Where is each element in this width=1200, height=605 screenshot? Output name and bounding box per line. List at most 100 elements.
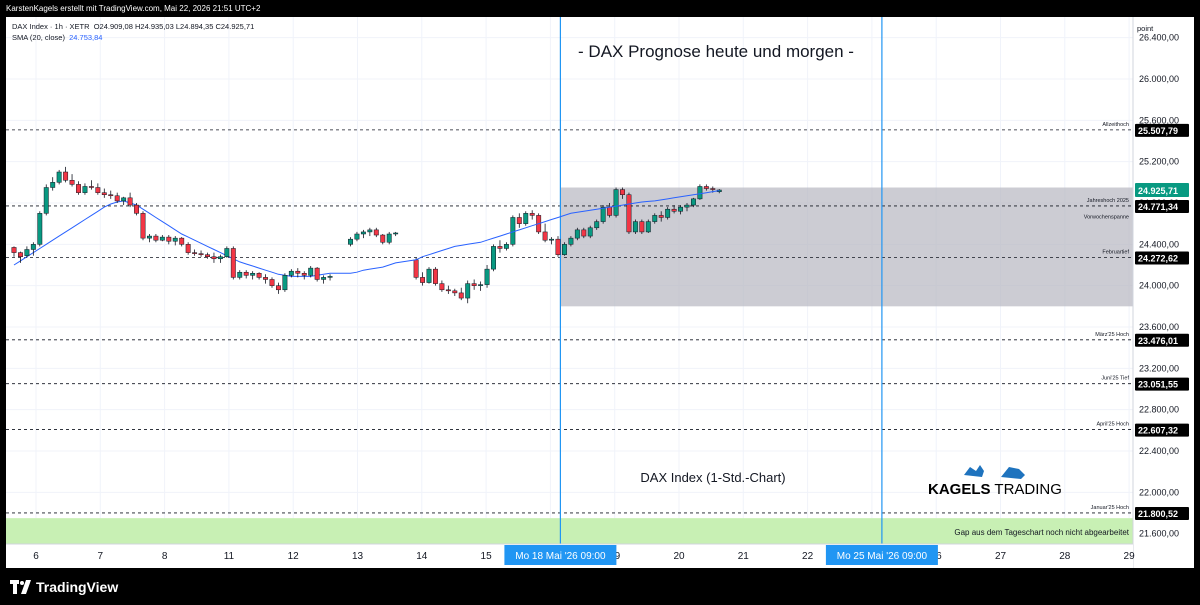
y-tick-label: 25.200,00 — [1139, 157, 1179, 167]
candle-body — [665, 208, 671, 218]
candle-body — [282, 275, 288, 291]
level-price-tag — [1135, 506, 1189, 520]
candle-body — [224, 248, 230, 257]
candle-body — [452, 290, 458, 294]
chart-title: - DAX Prognose heute und morgen - — [578, 42, 854, 61]
x-tick-label: 22 — [802, 551, 814, 562]
candle-body — [710, 188, 716, 190]
candle-body — [386, 233, 392, 243]
candle-body — [574, 229, 580, 239]
candle-body — [691, 198, 696, 206]
x-tick-label: 28 — [1059, 551, 1071, 562]
candle-body — [30, 244, 36, 250]
candle-body — [581, 229, 587, 237]
candle-body — [458, 292, 464, 299]
level-price-tag — [1135, 377, 1189, 391]
y-tick-label: 23.200,00 — [1139, 363, 1179, 373]
level-price-tag-text: 24.771,34 — [1138, 202, 1178, 212]
y-tick-label: 26.000,00 — [1139, 74, 1179, 84]
level-name: April'25 Hoch — [1096, 422, 1129, 428]
candle-body — [555, 238, 561, 255]
candle-body — [549, 238, 554, 241]
gap-zone-label: Gap aus dem Tageschart noch nicht abgear… — [954, 528, 1129, 537]
candle-body — [433, 268, 438, 284]
current-price-tag-text: 24.925,71 — [1138, 186, 1178, 196]
candle-body — [76, 184, 81, 193]
date-highlight-text: Mo 18 Mai '26 09:00 — [515, 551, 606, 562]
y-tick-label: 22.800,00 — [1139, 405, 1179, 415]
x-tick-label: 20 — [673, 551, 685, 562]
candle-body — [360, 231, 366, 235]
candle-body — [639, 221, 645, 233]
candle-body — [321, 277, 327, 280]
candle-body — [295, 270, 301, 274]
y-tick-label: 24.000,00 — [1139, 281, 1179, 291]
candle-body — [354, 233, 360, 240]
candle-body — [594, 221, 600, 229]
legend-sma-value: 24.753,84 — [69, 33, 103, 42]
credit-bar: KarstenKagels erstellt mit TradingView.c… — [0, 0, 1200, 17]
y-tick-label: 21.600,00 — [1139, 529, 1179, 539]
candle-body — [198, 253, 204, 255]
candle-body — [147, 235, 152, 239]
x-tick-label: 11 — [224, 551, 235, 562]
candle-body — [121, 197, 127, 202]
candle-body — [367, 229, 373, 233]
y-tick-label: 25.600,00 — [1139, 115, 1179, 125]
level-name: Jahreshoch 2025 — [1087, 198, 1129, 204]
candle-body — [185, 244, 191, 253]
candle-body — [478, 284, 484, 286]
candle-body — [69, 180, 75, 185]
sma-line — [13, 200, 331, 277]
x-tick-label: 13 — [352, 551, 364, 562]
level-price-tag — [1135, 123, 1189, 137]
candle-body — [516, 217, 522, 224]
y-tick-label: 22.000,00 — [1139, 487, 1179, 497]
price-chart[interactable]: Gap aus dem Tageschart noch nicht abgear… — [6, 17, 1194, 568]
candle-body — [658, 215, 664, 218]
x-tick-label: 14 — [416, 551, 428, 562]
y-tick-label: 22.400,00 — [1139, 446, 1179, 456]
candle-body — [179, 237, 185, 245]
candle-body — [237, 271, 243, 278]
candle-body — [43, 187, 49, 214]
candle-body — [523, 213, 529, 224]
bull-icon — [964, 465, 984, 477]
candle-body — [211, 256, 217, 260]
candle-body — [56, 171, 62, 183]
candle-body — [11, 247, 17, 253]
candle-body — [127, 197, 133, 206]
legend-ohlc: O24.909,08 H24.935,03 L24.894,35 C24.925… — [93, 22, 255, 31]
candle-body — [465, 283, 471, 299]
level-price-tag-text: 22.607,32 — [1138, 426, 1178, 436]
candle-body — [703, 186, 709, 189]
current-price-tag — [1135, 183, 1189, 198]
candle-body — [471, 283, 477, 286]
candle-body — [114, 195, 120, 202]
x-tick-label: 27 — [995, 551, 1007, 562]
y-axis-label: point — [1137, 24, 1154, 33]
candle-body — [497, 246, 503, 249]
candle-body — [697, 186, 703, 200]
candle-body — [327, 276, 333, 278]
candle-body — [393, 232, 399, 235]
level-price-tag-text: 23.051,55 — [1138, 380, 1178, 390]
x-tick-label: 6 — [33, 551, 39, 562]
y-tick-label: 24.400,00 — [1139, 239, 1179, 249]
candle-body — [108, 194, 114, 197]
candle-body — [620, 189, 625, 195]
candle-body — [308, 267, 314, 276]
tradingview-logo[interactable]: TradingView — [10, 577, 118, 597]
brand-text: KAGELS TRADING — [928, 481, 1062, 498]
candle-body — [37, 213, 43, 245]
legend-sma-label: SMA (20, close) — [12, 33, 65, 42]
level-price-tag — [1135, 251, 1189, 265]
candle-body — [269, 279, 275, 286]
candle-body — [230, 248, 236, 278]
candle-body — [140, 213, 146, 239]
candle-body — [587, 227, 593, 237]
tradingview-logo-text: TradingView — [36, 579, 119, 595]
candle-body — [632, 221, 638, 233]
candle-body — [217, 256, 223, 260]
